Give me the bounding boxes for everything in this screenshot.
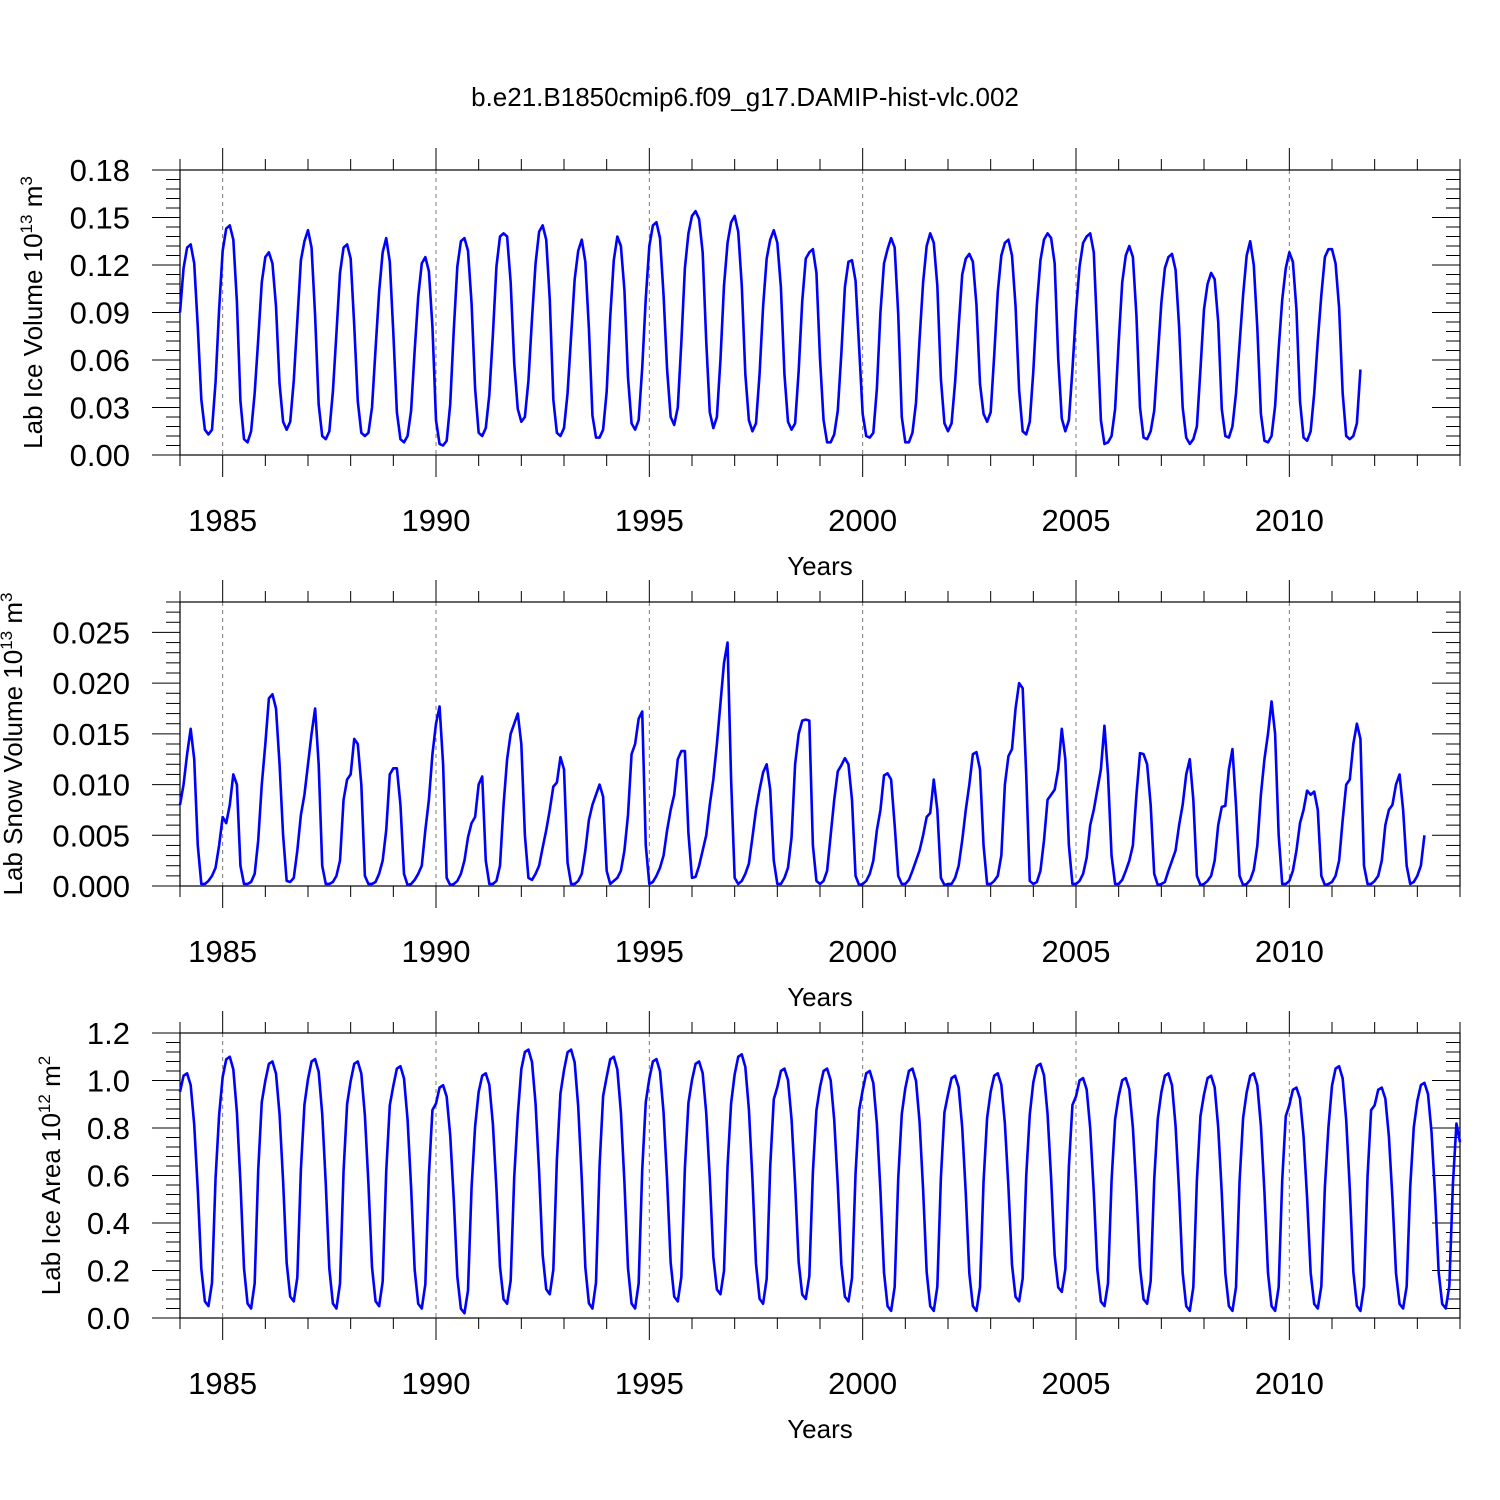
x-tick-label: 2005 xyxy=(1042,934,1111,969)
x-axis-title: Years xyxy=(787,1414,853,1444)
y-tick-label: 0.010 xyxy=(52,768,130,803)
y-axis-title: Lab Ice Volume 1013 m3 xyxy=(17,176,48,449)
series-line xyxy=(178,641,1426,887)
chart-panel-1: 1985 1990 1995 2000 2005 2010 Years 0.00 0.03 0.0… xyxy=(17,148,1461,581)
x-tick-label: 2000 xyxy=(828,934,897,969)
x-tick-label: 1995 xyxy=(615,503,684,538)
y-tick-label: 0.06 xyxy=(70,343,130,378)
y-tick-label: 0.00 xyxy=(70,438,130,473)
y-tick-label: 0.015 xyxy=(52,717,130,752)
x-axis-title: Years xyxy=(787,982,853,1012)
y-tick-label: 0.12 xyxy=(70,248,130,283)
y-tick-label: 0.0 xyxy=(87,1301,130,1336)
series-line xyxy=(178,209,1362,447)
chart-panel-2: 1985 1990 1995 2000 2005 2010 Years 0.000 0.005 0… xyxy=(0,580,1461,1012)
x-tick-label: 1990 xyxy=(402,934,471,969)
chart-panel-3: 1985 1990 1995 2000 2005 2010 Years 0.0 0.2 0.4 0.… xyxy=(35,1011,1462,1444)
y-tick-label: 0.6 xyxy=(87,1159,130,1194)
y-tick-label: 0.09 xyxy=(70,296,130,331)
x-tick-label: 2000 xyxy=(828,503,897,538)
y-tick-label: 0.025 xyxy=(52,615,130,650)
y-tick-label: 0.15 xyxy=(70,201,130,236)
y-axis-title: Lab Ice Area 1012 m2 xyxy=(35,1056,66,1295)
x-tick-label: 2005 xyxy=(1042,1366,1111,1401)
x-tick-label: 1985 xyxy=(188,503,257,538)
y-tick-label: 0.03 xyxy=(70,391,130,426)
x-tick-label: 1995 xyxy=(615,934,684,969)
x-tick-label: 2000 xyxy=(828,1366,897,1401)
chart-panels: 1985 1990 1995 2000 2005 2010 Years 0.00 0.03 0.0… xyxy=(0,148,1462,1444)
x-tick-label: 1990 xyxy=(402,1366,471,1401)
figure-title: b.e21.B1850cmip6.f09_g17.DAMIP-hist-vlc.… xyxy=(471,82,1019,112)
x-tick-label: 1985 xyxy=(188,934,257,969)
y-tick-label: 0.005 xyxy=(52,818,130,853)
y-tick-label: 0.18 xyxy=(70,153,130,188)
y-tick-label: 0.4 xyxy=(87,1206,130,1241)
y-tick-label: 1.2 xyxy=(87,1016,130,1051)
x-tick-label: 1995 xyxy=(615,1366,684,1401)
x-tick-label: 1990 xyxy=(402,503,471,538)
x-tick-label: 2010 xyxy=(1255,1366,1324,1401)
y-tick-label: 0.020 xyxy=(52,666,130,701)
y-axis-title: Lab Snow Volume 1013 m3 xyxy=(0,592,28,895)
x-tick-label: 2005 xyxy=(1042,503,1111,538)
y-tick-label: 0.2 xyxy=(87,1254,130,1289)
x-tick-label: 2010 xyxy=(1255,503,1324,538)
plot-frame xyxy=(179,601,1461,887)
series-line xyxy=(178,1048,1462,1315)
y-tick-label: 1.0 xyxy=(87,1064,130,1099)
y-tick-label: 0.8 xyxy=(87,1111,130,1146)
x-tick-label: 1985 xyxy=(188,1366,257,1401)
x-tick-label: 2010 xyxy=(1255,934,1324,969)
y-tick-label: 0.000 xyxy=(52,869,130,904)
x-axis-title: Years xyxy=(787,551,853,581)
